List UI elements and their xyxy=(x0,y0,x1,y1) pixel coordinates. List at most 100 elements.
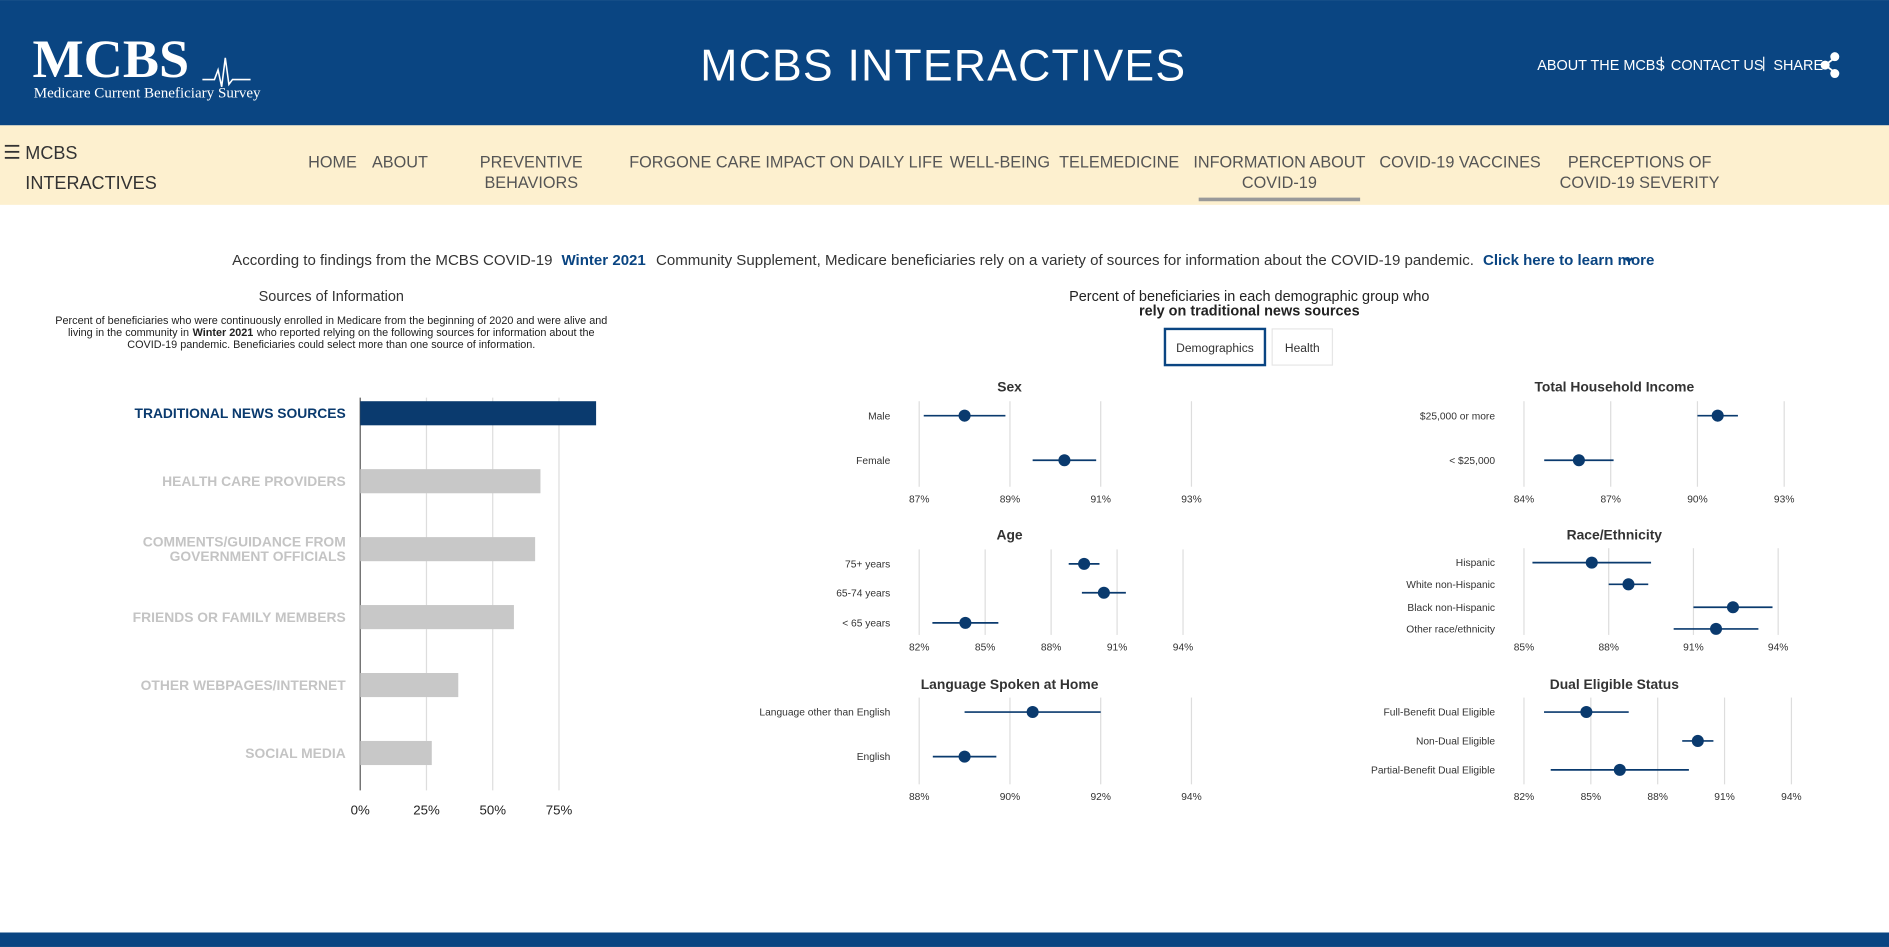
category-label[interactable]: FRIENDS OR FAMILY MEMBERS xyxy=(133,609,346,625)
chart-title: Race/Ethnicity xyxy=(1567,527,1663,543)
dot[interactable] xyxy=(1726,601,1739,614)
chevron[interactable] xyxy=(1624,257,1634,263)
dot[interactable] xyxy=(1572,454,1585,467)
category-label[interactable]: SOCIAL MEDIA xyxy=(245,745,346,761)
nav-item[interactable]: IMPACT ON DAILY LIFE xyxy=(765,154,943,172)
category-label: Language other than English xyxy=(759,708,890,719)
category-label: $25,000 or more xyxy=(1420,411,1495,422)
category-label: 75+ years xyxy=(845,559,890,570)
x-tick-label: 91% xyxy=(1714,792,1734,803)
chart-title: Total Household Income xyxy=(1534,379,1694,395)
category-label: Hispanic xyxy=(1456,558,1495,569)
bar[interactable] xyxy=(360,605,514,630)
nav-item[interactable]: COVID-19 SEVERITY xyxy=(1560,174,1720,192)
category-label: 65-74 years xyxy=(836,588,890,599)
dot[interactable] xyxy=(1710,622,1723,635)
x-tick-label: 87% xyxy=(1600,494,1620,505)
category-label: Black non-Hispanic xyxy=(1407,603,1495,614)
dot[interactable] xyxy=(1613,763,1626,776)
nav-brand[interactable]: MCBS xyxy=(25,143,77,163)
category-label: Male xyxy=(868,411,890,422)
chart-title: Language Spoken at Home xyxy=(921,676,1099,692)
nav-item[interactable]: PERCEPTIONS OF xyxy=(1568,154,1712,172)
category-label[interactable]: OTHER WEBPAGES/INTERNET xyxy=(141,677,347,693)
x-tick-label: 25% xyxy=(413,802,440,817)
category-label: Female xyxy=(856,456,890,467)
x-tick-label: 88% xyxy=(1598,643,1618,654)
category-label: < 65 years xyxy=(842,618,890,629)
x-tick-label: 91% xyxy=(1107,643,1127,654)
x-tick-label: 85% xyxy=(975,643,995,654)
x-tick-label: 94% xyxy=(1781,792,1801,803)
bar[interactable] xyxy=(360,673,459,698)
dot[interactable] xyxy=(958,409,971,422)
x-tick-label: 93% xyxy=(1181,494,1201,505)
nav-item[interactable]: HOME xyxy=(308,154,357,172)
nav-item[interactable]: BEHAVIORS xyxy=(484,174,578,192)
x-tick-label: 92% xyxy=(1090,792,1110,803)
nav-item[interactable]: ABOUT xyxy=(372,154,428,172)
bar[interactable] xyxy=(360,537,536,562)
x-tick-label: 94% xyxy=(1768,643,1788,654)
chart-title: Sources of Information xyxy=(259,289,404,305)
dot[interactable] xyxy=(958,750,971,763)
dot[interactable] xyxy=(1097,586,1110,599)
header-link[interactable]: CONTACT US xyxy=(1671,58,1764,74)
chart-subtitle: who reported relying on the following so… xyxy=(256,327,595,339)
nav-bar xyxy=(0,125,1889,205)
dot[interactable] xyxy=(959,616,972,629)
x-tick-label: 82% xyxy=(909,643,929,654)
x-tick-label: 93% xyxy=(1774,494,1794,505)
nav-item[interactable]: TELEMEDICINE xyxy=(1059,154,1179,172)
chart-subtitle: Percent of beneficiaries who were contin… xyxy=(55,315,607,327)
category-label[interactable]: HEALTH CARE PROVIDERS xyxy=(162,473,346,489)
header-link[interactable]: ABOUT THE MCBS xyxy=(1537,58,1665,74)
tab-label[interactable]: Health xyxy=(1285,341,1320,355)
x-tick-label: 88% xyxy=(1647,792,1667,803)
chart-title: Sex xyxy=(997,379,1022,395)
dot[interactable] xyxy=(1691,734,1704,747)
chart-title: Age xyxy=(996,527,1022,543)
share-icon[interactable] xyxy=(1820,52,1840,79)
chart-subtitle: Percent of beneficiaries who were contin… xyxy=(55,315,607,327)
nav-item[interactable]: INFORMATION ABOUT xyxy=(1193,154,1365,172)
x-tick-label: 88% xyxy=(1041,643,1061,654)
category-label[interactable]: COMMENTS/GUIDANCE FROM GOVERNMENT OFFICIA… xyxy=(143,534,346,564)
chart-subtitle: living in the community in Winter 2021 who… xyxy=(68,327,595,339)
x-tick-label: 75% xyxy=(546,802,573,817)
learn-more-link[interactable]: Click here to learn more xyxy=(1483,252,1654,269)
logo[interactable]: MCBS xyxy=(33,29,190,89)
logo-subtitle: Medicare Current Beneficiary Survey xyxy=(34,86,261,102)
dot[interactable] xyxy=(1078,557,1091,570)
header-link[interactable]: SHARE xyxy=(1773,58,1823,74)
nav-item[interactable]: PREVENTIVE xyxy=(480,154,583,172)
header-bar xyxy=(0,0,1889,126)
x-tick-label: 89% xyxy=(1000,494,1020,505)
dot[interactable] xyxy=(1622,578,1635,591)
dot[interactable] xyxy=(1711,409,1724,422)
nav-item[interactable]: COVID-19 VACCINES xyxy=(1379,154,1540,172)
nav-brand[interactable]: INTERACTIVES xyxy=(25,173,156,193)
tab-button[interactable] xyxy=(1271,328,1334,366)
panel-title: rely on traditional news sources xyxy=(1139,304,1360,320)
menu-icon[interactable] xyxy=(4,144,20,159)
dot[interactable] xyxy=(1058,454,1071,467)
dot[interactable] xyxy=(1585,556,1598,569)
category-label: Full-Benefit Dual Eligible xyxy=(1384,708,1496,719)
bar[interactable] xyxy=(360,469,541,494)
x-tick-label: 82% xyxy=(1514,792,1534,803)
x-tick-label: 88% xyxy=(909,792,929,803)
category-label[interactable]: TRADITIONAL NEWS SOURCES xyxy=(134,405,345,421)
tab-button[interactable] xyxy=(1163,327,1267,367)
tab-label[interactable]: Demographics xyxy=(1176,341,1254,355)
chart-subtitle: COVID-19 pandemic. Beneficiaries could s… xyxy=(127,339,535,351)
dot[interactable] xyxy=(1026,706,1039,719)
dot[interactable] xyxy=(1580,706,1593,719)
bar[interactable] xyxy=(360,740,432,766)
nav-item[interactable]: WELL-BEING xyxy=(950,154,1050,172)
nav-item[interactable]: FORGONE CARE xyxy=(629,154,761,172)
bar[interactable] xyxy=(360,401,597,426)
nav-item[interactable]: COVID-19 xyxy=(1242,174,1317,192)
